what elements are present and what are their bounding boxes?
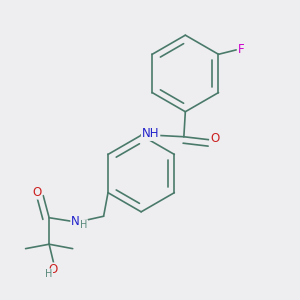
Text: H: H [80, 220, 87, 230]
Text: H: H [45, 269, 52, 279]
Text: NH: NH [142, 127, 159, 140]
Text: F: F [238, 44, 245, 56]
Text: O: O [48, 263, 58, 276]
Text: O: O [210, 132, 219, 145]
Text: N: N [71, 215, 80, 228]
Text: O: O [32, 186, 41, 199]
